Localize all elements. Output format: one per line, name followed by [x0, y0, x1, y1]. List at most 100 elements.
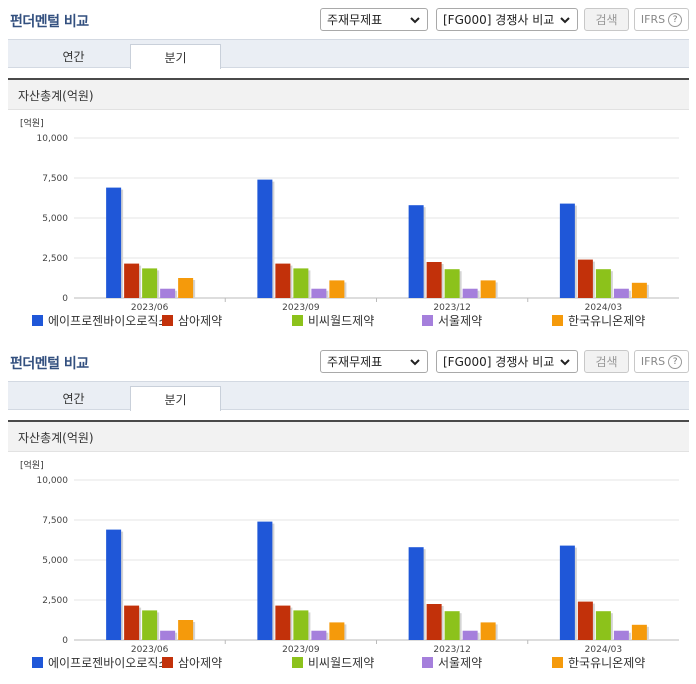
legend-label: 에이프로젠바이오로직스 — [48, 314, 170, 328]
ifrs-help-button[interactable]: IFRS ? — [634, 350, 689, 373]
chart-heading: 자산총계(억원) — [8, 422, 689, 452]
statement-type-select[interactable]: 주재무제표 — [320, 350, 428, 373]
legend-label: 삼아제약 — [178, 656, 223, 670]
legend-swatch — [162, 657, 173, 668]
bar-3-4 — [631, 282, 647, 298]
y-tick-label: 10,000 — [37, 134, 69, 144]
bar-3-4 — [631, 624, 647, 640]
y-tick-label: 2,500 — [42, 254, 68, 264]
legend-swatch — [162, 315, 173, 326]
bar-0-3 — [160, 630, 176, 640]
y-tick-label: 5,000 — [42, 214, 68, 224]
legend-label: 삼아제약 — [178, 314, 223, 328]
chevron-down-icon — [410, 358, 420, 365]
asset-total-bar-chart: [억원] 0 2,500 5,000 7,500 10,000 2023/06 2023/09… — [20, 117, 679, 313]
bar-0-0 — [106, 529, 122, 640]
chart-panel: 자산총계(억원) [억원] 0 2,500 5,000 7,500 10,000 2023/… — [8, 78, 689, 336]
peer-group-select[interactable]: [FG000] 경쟁사 비교 — [436, 8, 578, 31]
bar-2-2 — [444, 611, 460, 640]
bar-1-2 — [293, 610, 309, 640]
legend-swatch — [32, 657, 43, 668]
bar-0-0 — [106, 187, 122, 298]
search-button[interactable]: 검색 — [584, 8, 629, 31]
legend-label: 한국유니온제약 — [568, 314, 646, 328]
bar-0-2 — [142, 268, 158, 298]
legend-item[interactable]: 비씨월드제약 — [292, 312, 374, 329]
chart-legend: 에이프로젠바이오로직스 삼아제약 비씨월드제약 서울제약 한국유니온제약 — [24, 312, 684, 328]
y-axis-unit-label: [억원] — [20, 117, 44, 129]
page-title: 펀더멘털 비교 — [10, 14, 89, 30]
bar-3-1 — [577, 601, 593, 640]
y-axis-unit-label: [억원] — [20, 459, 44, 471]
search-button[interactable]: 검색 — [584, 350, 629, 373]
x-tick-label: 2023/12 — [433, 645, 470, 655]
legend-label: 에이프로젠바이오로직스 — [48, 656, 170, 670]
legend-label: 비씨월드제약 — [308, 314, 375, 328]
bar-3-3 — [613, 288, 629, 298]
legend-swatch — [32, 315, 43, 326]
page-title: 펀더멘털 비교 — [10, 356, 89, 372]
period-tabs: 연간 분기 — [8, 39, 689, 69]
tab-quarterly[interactable]: 분기 — [130, 386, 221, 411]
bar-0-2 — [142, 610, 158, 640]
ifrs-label: IFRS — [640, 13, 666, 26]
x-tick-label: 2023/06 — [131, 303, 169, 313]
ifrs-help-button[interactable]: IFRS ? — [634, 8, 689, 31]
bar-1-2 — [293, 268, 309, 298]
tab-quarterly[interactable]: 분기 — [130, 44, 221, 69]
peer-group-value: [FG000] 경쟁사 비교 — [443, 355, 555, 369]
chevron-down-icon — [560, 358, 570, 365]
bar-2-4 — [480, 280, 496, 298]
bar-3-2 — [595, 611, 611, 640]
legend-item[interactable]: 삼아제약 — [162, 654, 222, 671]
bar-2-1 — [426, 262, 442, 298]
legend-swatch — [292, 657, 303, 668]
statement-type-value: 주재무제표 — [327, 13, 383, 27]
bar-1-3 — [311, 288, 327, 298]
legend-swatch — [552, 315, 563, 326]
legend-swatch — [292, 315, 303, 326]
bar-2-1 — [426, 604, 442, 640]
legend-item[interactable]: 한국유니온제약 — [552, 312, 645, 329]
bar-0-1 — [124, 263, 140, 298]
bar-1-3 — [311, 630, 327, 640]
bar-1-4 — [329, 280, 345, 298]
bar-0-4 — [178, 620, 194, 640]
x-tick-label: 2023/06 — [131, 645, 169, 655]
bar-2-2 — [444, 269, 460, 298]
tab-annual[interactable]: 연간 — [62, 50, 85, 64]
legend-item[interactable]: 에이프로젠바이오로직스 — [32, 654, 169, 671]
statement-type-select[interactable]: 주재무제표 — [320, 8, 428, 31]
peer-group-select[interactable]: [FG000] 경쟁사 비교 — [436, 350, 578, 373]
chart-legend: 에이프로젠바이오로직스 삼아제약 비씨월드제약 서울제약 한국유니온제약 — [24, 654, 684, 670]
help-icon: ? — [668, 12, 683, 27]
chart-heading: 자산총계(억원) — [8, 80, 689, 110]
legend-item[interactable]: 서울제약 — [422, 654, 482, 671]
legend-item[interactable]: 서울제약 — [422, 312, 482, 329]
bar-3-1 — [577, 259, 593, 298]
tab-annual[interactable]: 연간 — [62, 392, 85, 406]
bar-0-1 — [124, 605, 140, 640]
bar-2-4 — [480, 622, 496, 640]
x-tick-label: 2023/09 — [282, 645, 320, 655]
y-tick-label: 10,000 — [37, 476, 69, 486]
x-tick-label: 2024/03 — [585, 303, 622, 313]
legend-swatch — [422, 315, 433, 326]
legend-item[interactable]: 비씨월드제약 — [292, 654, 374, 671]
period-tabs: 연간 분기 — [8, 381, 689, 411]
chevron-down-icon — [410, 16, 420, 23]
legend-item[interactable]: 삼아제약 — [162, 312, 222, 329]
chevron-down-icon — [560, 16, 570, 23]
legend-label: 비씨월드제약 — [308, 656, 375, 670]
legend-item[interactable]: 한국유니온제약 — [552, 654, 645, 671]
bar-1-0 — [257, 521, 273, 640]
y-tick-label: 2,500 — [42, 596, 68, 606]
asset-total-bar-chart: [억원] 0 2,500 5,000 7,500 10,000 2023/06 2023/09… — [20, 459, 679, 655]
y-tick-label: 0 — [62, 294, 68, 304]
bar-1-1 — [275, 605, 291, 640]
chart-panel: 자산총계(억원) [억원] 0 2,500 5,000 7,500 10,000 2023/… — [8, 420, 689, 678]
ifrs-label: IFRS — [640, 355, 666, 368]
peer-group-value: [FG000] 경쟁사 비교 — [443, 13, 555, 27]
legend-item[interactable]: 에이프로젠바이오로직스 — [32, 312, 169, 329]
y-tick-label: 0 — [62, 636, 68, 646]
